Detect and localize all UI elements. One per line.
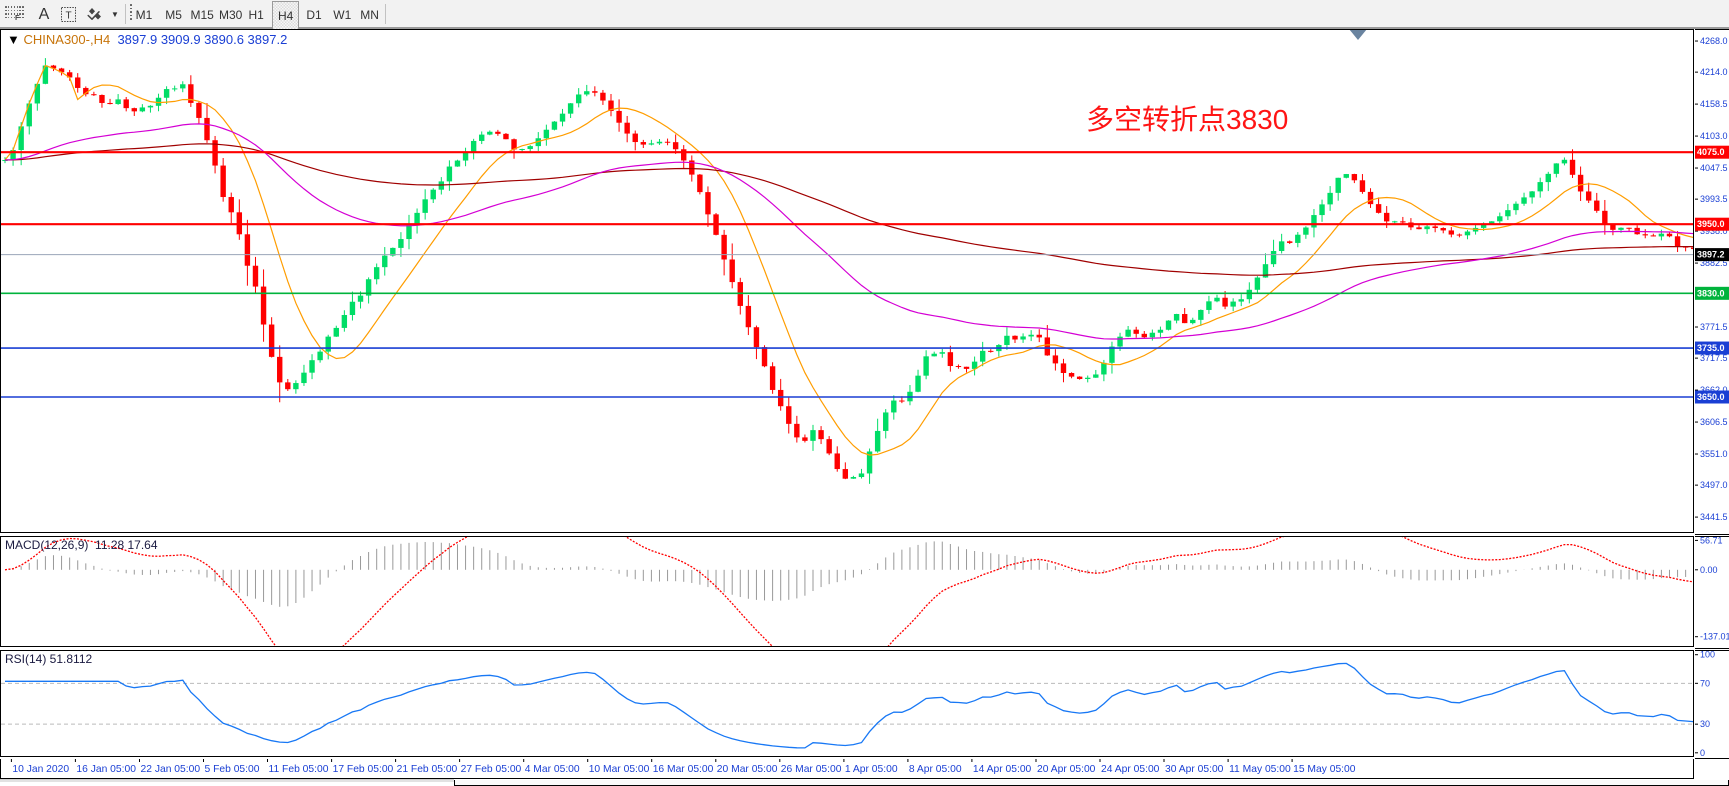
svg-text:4214.0: 4214.0 xyxy=(1700,67,1728,77)
svg-text:0.00: 0.00 xyxy=(1700,565,1718,575)
svg-text:10 Jan 2020: 10 Jan 2020 xyxy=(12,764,69,775)
svg-text:3497.0: 3497.0 xyxy=(1700,480,1728,490)
svg-text:11 Feb 05:00: 11 Feb 05:00 xyxy=(269,764,329,775)
svg-text:3441.5: 3441.5 xyxy=(1700,512,1728,522)
svg-text:3897.2: 3897.2 xyxy=(1697,250,1725,260)
svg-text:30: 30 xyxy=(1700,719,1710,729)
svg-text:4047.5: 4047.5 xyxy=(1700,163,1728,173)
svg-text:10 Mar 05:00: 10 Mar 05:00 xyxy=(589,764,650,775)
svg-text:4 Mar 05:00: 4 Mar 05:00 xyxy=(525,764,580,775)
svg-text:14 Apr 05:00: 14 Apr 05:00 xyxy=(973,764,1032,775)
svg-text:1 Apr 05:00: 1 Apr 05:00 xyxy=(845,764,898,775)
svg-text:16 Jan 05:00: 16 Jan 05:00 xyxy=(76,764,136,775)
svg-text:3993.5: 3993.5 xyxy=(1700,194,1728,204)
svg-text:20 Mar 05:00: 20 Mar 05:00 xyxy=(717,764,778,775)
svg-text:22 Jan 05:00: 22 Jan 05:00 xyxy=(141,764,201,775)
svg-text:3735.0: 3735.0 xyxy=(1697,343,1725,353)
svg-text:17 Feb 05:00: 17 Feb 05:00 xyxy=(333,764,394,775)
svg-text:3650.0: 3650.0 xyxy=(1697,392,1725,402)
svg-text:30 Apr 05:00: 30 Apr 05:00 xyxy=(1165,764,1224,775)
svg-text:21 Feb 05:00: 21 Feb 05:00 xyxy=(397,764,458,775)
svg-text:16 Mar 05:00: 16 Mar 05:00 xyxy=(653,764,714,775)
svg-text:3551.0: 3551.0 xyxy=(1700,449,1728,459)
svg-text:4268.0: 4268.0 xyxy=(1700,36,1728,46)
svg-text:56.71: 56.71 xyxy=(1700,537,1723,545)
svg-text:26 Mar 05:00: 26 Mar 05:00 xyxy=(781,764,842,775)
svg-text:11 May 05:00: 11 May 05:00 xyxy=(1229,764,1291,775)
svg-text:3606.5: 3606.5 xyxy=(1700,417,1728,427)
svg-text:15 May 05:00: 15 May 05:00 xyxy=(1293,764,1356,775)
svg-text:3830.0: 3830.0 xyxy=(1697,288,1725,298)
svg-text:8 Apr 05:00: 8 Apr 05:00 xyxy=(909,764,962,775)
svg-text:0: 0 xyxy=(1700,748,1705,758)
svg-text:4103.0: 4103.0 xyxy=(1700,131,1728,141)
svg-text:70: 70 xyxy=(1700,678,1710,688)
svg-text:100: 100 xyxy=(1700,651,1715,660)
svg-text:5 Feb 05:00: 5 Feb 05:00 xyxy=(205,764,260,775)
svg-text:T: T xyxy=(65,11,71,22)
svg-text:4158.5: 4158.5 xyxy=(1700,99,1728,109)
svg-text:27 Feb 05:00: 27 Feb 05:00 xyxy=(461,764,522,775)
svg-text:20 Apr 05:00: 20 Apr 05:00 xyxy=(1037,764,1096,775)
svg-text:3717.5: 3717.5 xyxy=(1700,353,1728,363)
svg-text:24 Apr 05:00: 24 Apr 05:00 xyxy=(1101,764,1160,775)
svg-text:3771.5: 3771.5 xyxy=(1700,322,1728,332)
svg-text:4075.0: 4075.0 xyxy=(1697,147,1725,157)
svg-text:3950.0: 3950.0 xyxy=(1697,219,1725,229)
svg-text:-137.01: -137.01 xyxy=(1700,632,1729,642)
